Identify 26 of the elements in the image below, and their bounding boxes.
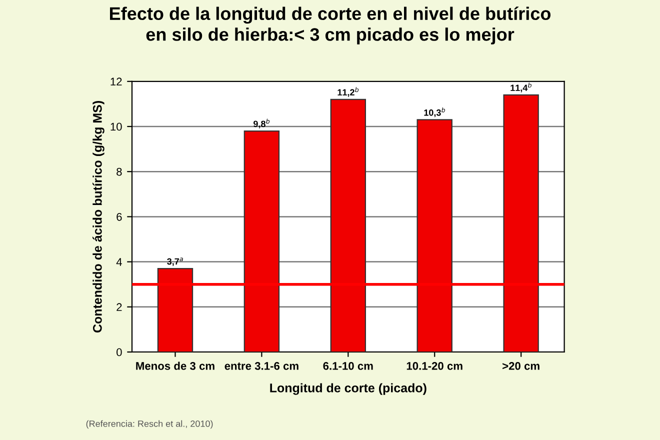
data-label: 9,8$^{b}$: [254, 118, 270, 128]
data-label: 11,2$^{b}$: [338, 87, 359, 97]
x-tick-label: Menos de 3 cm: [136, 362, 214, 370]
x-axis-title: Longitud de corte (picado): [270, 383, 426, 395]
y-tick-label: 10: [110, 122, 122, 131]
text: (Referencia: Resch et al., 2010): [86, 420, 213, 429]
y-tick-label: 6: [116, 212, 122, 221]
bar: [244, 130, 280, 352]
data-label: 11,4$^{b}$: [510, 82, 532, 92]
x-tick-label: 10.1-20 cm: [406, 362, 462, 370]
bar: [416, 119, 452, 352]
bar: [503, 94, 539, 352]
x-tick-label: 6.1-10 cm: [323, 362, 373, 370]
y-axis-title: Contendido de ácido butírico (g/kg MS): [92, 101, 104, 332]
x-tick-label: entre 3.1-6 cm: [224, 362, 298, 370]
bar: [157, 268, 194, 352]
y-tick-label: 2: [116, 303, 122, 311]
chart-title: Efecto de la longitud de corte en el nivel de butírico en silo de hierba:< 3 cm picado es lo mejor: [110, 6, 551, 44]
y-tick-label: 0: [116, 348, 122, 356]
y-tick-label: 12: [110, 78, 122, 86]
bar: [330, 98, 366, 352]
y-tick-label: 8: [116, 168, 122, 176]
x-tick-label: >20 cm: [502, 362, 540, 370]
y-tick-label: 4: [116, 258, 122, 266]
data-label: 3,7$^{a}$: [167, 258, 183, 266]
data-label: 10,3$^{b}$: [424, 107, 446, 118]
